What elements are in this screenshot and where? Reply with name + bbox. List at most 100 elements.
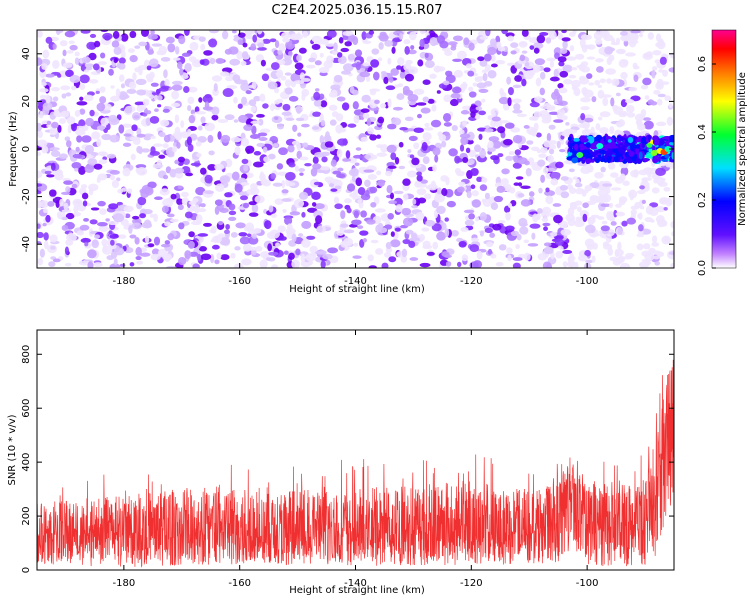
noise-speck <box>580 97 591 103</box>
x-tick-label: -100 <box>576 276 599 287</box>
noise-speck <box>321 156 328 163</box>
noise-speck <box>559 220 568 229</box>
noise-speck <box>61 191 71 195</box>
noise-speck <box>204 190 214 195</box>
noise-speck <box>471 190 479 197</box>
noise-speck <box>269 229 281 239</box>
noise-speck <box>652 66 658 71</box>
noise-speck <box>507 35 514 42</box>
noise-speck <box>90 152 99 156</box>
noise-speck <box>572 30 577 35</box>
noise-speck <box>250 249 257 256</box>
noise-speck <box>422 79 431 85</box>
noise-speck <box>138 41 148 47</box>
noise-speck <box>484 192 490 200</box>
noise-speck <box>127 48 135 53</box>
noise-speck <box>394 227 401 232</box>
noise-speck <box>417 113 422 119</box>
noise-speck <box>413 88 425 95</box>
noise-speck <box>546 105 556 111</box>
noise-speck <box>568 187 577 194</box>
noise-speck <box>268 205 274 213</box>
noise-speck <box>545 37 552 44</box>
noise-speck <box>606 186 611 194</box>
noise-speck <box>200 167 207 175</box>
noise-speck <box>302 30 308 38</box>
noise-speck <box>319 52 324 58</box>
noise-speck <box>295 248 301 256</box>
noise-speck <box>58 153 68 160</box>
noise-speck <box>229 58 241 66</box>
noise-speck <box>639 33 644 38</box>
noise-speck <box>242 202 250 209</box>
noise-speck <box>541 210 550 219</box>
noise-speck <box>211 244 220 250</box>
noise-speck <box>644 217 653 223</box>
noise-speck <box>505 211 511 221</box>
noise-speck <box>62 62 73 68</box>
noise-speck <box>59 117 66 124</box>
noise-speck <box>353 154 363 159</box>
noise-speck <box>406 170 417 178</box>
noise-speck <box>606 211 612 221</box>
noise-speck <box>56 30 64 33</box>
noise-speck <box>312 126 320 130</box>
noise-speck <box>82 200 88 207</box>
noise-speck <box>243 124 253 131</box>
noise-speck <box>74 125 86 133</box>
signal-speck <box>569 148 573 153</box>
noise-speck <box>242 79 248 86</box>
noise-speck <box>642 52 654 60</box>
noise-speck <box>401 248 408 258</box>
noise-speck <box>376 134 382 139</box>
noise-speck <box>434 154 439 163</box>
signal-speck <box>580 137 589 143</box>
noise-speck <box>513 182 520 186</box>
noise-speck <box>510 50 517 55</box>
noise-speck <box>74 167 79 172</box>
noise-speck <box>510 42 519 49</box>
noise-speck <box>535 132 542 138</box>
noise-speck <box>71 122 77 132</box>
noise-speck <box>563 79 573 85</box>
noise-speck <box>167 233 175 241</box>
noise-speck <box>110 85 115 89</box>
noise-speck <box>45 170 52 174</box>
noise-speck <box>42 222 47 227</box>
noise-speck <box>499 87 504 96</box>
noise-speck <box>39 110 44 119</box>
signal-speck <box>595 134 603 142</box>
spectrogram-signal <box>566 133 674 165</box>
noise-speck <box>65 186 71 193</box>
noise-speck <box>560 176 569 181</box>
noise-speck <box>441 187 448 197</box>
noise-speck <box>503 138 513 146</box>
noise-speck <box>665 197 673 207</box>
noise-speck <box>404 116 414 122</box>
noise-speck <box>442 112 452 122</box>
noise-speck <box>71 183 78 189</box>
noise-speck <box>308 260 313 266</box>
noise-speck <box>475 216 480 222</box>
noise-speck <box>668 251 674 256</box>
noise-speck <box>282 38 290 43</box>
signal-speck <box>567 136 572 142</box>
noise-speck <box>416 174 423 182</box>
noise-speck <box>465 63 472 69</box>
noise-speck <box>300 253 306 263</box>
noise-speck <box>543 226 548 231</box>
noise-speck <box>173 131 184 138</box>
noise-speck <box>186 136 192 146</box>
noise-speck <box>346 207 352 214</box>
noise-speck <box>310 167 318 177</box>
noise-speck <box>221 30 229 40</box>
noise-speck <box>173 57 181 61</box>
noise-speck <box>284 72 292 76</box>
noise-speck <box>446 200 456 208</box>
y-tick-label: 20 <box>21 95 32 108</box>
noise-speck <box>236 50 243 60</box>
noise-speck <box>599 78 607 84</box>
noise-speck <box>39 88 49 93</box>
signal-speck <box>671 151 674 160</box>
signal-speck <box>604 150 613 157</box>
